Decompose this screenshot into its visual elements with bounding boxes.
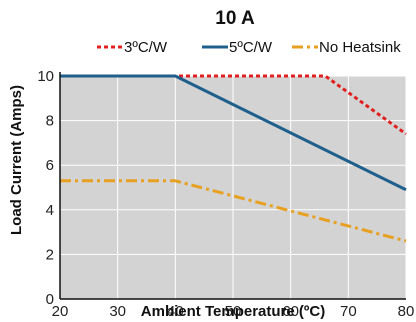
x-tick-label: 30 <box>109 303 126 320</box>
y-tick-labels: 0 2 4 6 8 10 <box>37 68 54 308</box>
series-line-2 <box>60 74 407 192</box>
x-tick-label: 60 <box>282 303 299 320</box>
series-line-1 <box>60 74 407 136</box>
legend-label-1: 3ºC/W <box>124 39 168 56</box>
legend-label-3: No Heatsink <box>319 39 401 56</box>
y-axis-label: Load Current (Amps) <box>8 85 25 235</box>
axes <box>59 72 406 300</box>
x-tick-label: 80 <box>398 303 415 320</box>
series-lines <box>60 74 407 243</box>
legend: 3ºC/W 5ºC/W No Heatsink <box>97 39 401 56</box>
y-tick-label: 4 <box>46 202 54 219</box>
series-line-3 <box>60 179 407 243</box>
x-tick-label: 50 <box>225 303 242 320</box>
y-tick-label: 8 <box>46 113 54 130</box>
y-tick-label: 0 <box>46 291 54 308</box>
legend-label-2: 5ºC/W <box>229 39 273 56</box>
x-tick-label: 20 <box>52 303 69 320</box>
y-tick-label: 2 <box>46 246 54 263</box>
y-tick-label: 6 <box>46 157 54 174</box>
y-tick-label: 10 <box>37 68 54 85</box>
x-axis-label: Ambient Temperature (ºC) <box>141 303 325 320</box>
x-tick-label: 40 <box>167 303 184 320</box>
x-tick-label: 70 <box>340 303 357 320</box>
x-tick-labels: 20 30 40 50 60 70 80 <box>52 303 415 320</box>
chart-title: 10 A <box>215 8 255 29</box>
